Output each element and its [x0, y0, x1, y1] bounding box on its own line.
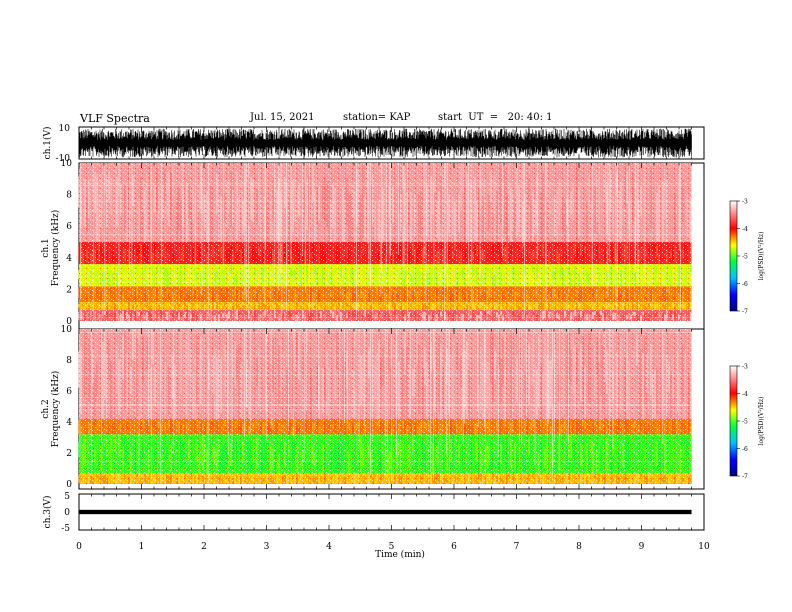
ch3-ytick-mid: 0 [64, 508, 70, 518]
time-tick-label: 9 [639, 542, 645, 552]
axis-ticks [78, 127, 705, 159]
time-tick-label: 2 [201, 542, 207, 552]
ch3-waveform-ticks [78, 494, 705, 530]
ch2-spectrogram-ticks [78, 329, 705, 489]
ch1-spectrogram-image [78, 163, 692, 321]
ch3-waveform-panel: 5 0 -5 ch.3(V) 0 1 2 3 4 5 6 7 8 9 10 Time (min) [42, 492, 710, 560]
frequency-tick-label: 10 [61, 325, 73, 335]
start-time-label: start UT = 20: 40: 1 [438, 112, 553, 123]
time-axis-tick-labels: 0 1 2 3 4 5 6 7 8 9 10 [76, 542, 710, 552]
ch1-ylabel: ch.1(V) [42, 127, 53, 160]
colorbar-tick-label: -7 [742, 309, 748, 316]
ch1-waveform-ticks [78, 127, 705, 159]
time-tick-label: 5 [389, 542, 395, 552]
ch1-channel-label: ch.1 [41, 238, 51, 257]
ch1-colorbar: -3 -4 -5 -6 -7 log(PSD)(V²/Hz) [729, 199, 765, 316]
ch1-waveform-panel: 10 -10 ch.1(V) [42, 124, 705, 164]
frequency-tick-label: 0 [66, 317, 72, 327]
time-axis-label: Time (min) [375, 549, 425, 560]
ch3-ytick-bottom: -5 [61, 524, 70, 534]
axis-ticks [78, 329, 705, 489]
colorbar-tick-label: -6 [742, 281, 748, 288]
spectrogram-horizontal-lines [79, 332, 692, 462]
chart-title: VLF Spectra [80, 112, 150, 125]
ch3-waveform-band [79, 509, 692, 515]
station-label: station= KAP [343, 112, 411, 123]
spectrogram-white-streaks [79, 329, 679, 484]
frequency-tick-label: 10 [61, 159, 73, 169]
ch1-waveform-trace [78, 128, 692, 158]
colorbar-tick-label: -3 [742, 199, 748, 206]
ch3-ytick-top: 5 [64, 492, 70, 502]
ch2-spectrogram-image [78, 329, 692, 484]
ch2-channel-label: ch.2 [41, 399, 51, 418]
ch1-colorbar-gradient [729, 200, 738, 312]
ch2-spectrogram-ytick-labels: 0 2 4 6 8 10 [61, 325, 73, 490]
spectrogram-horizontal-lines [79, 183, 692, 319]
colorbar-tick-label: -3 [742, 364, 748, 371]
ch2-colorbar: -3 -4 -5 -6 -7 log(PSD)(V²/Hz) [729, 364, 765, 481]
ch1-colorbar-label: log(PSD)(V²/Hz) [758, 232, 765, 281]
time-tick-label: 8 [576, 542, 582, 552]
spectrogram-grain [79, 329, 692, 484]
time-tick-label: 7 [514, 542, 520, 552]
ch1-spectrogram-ytick-labels: 0 2 4 6 8 10 [61, 159, 73, 327]
time-tick-label: 10 [698, 542, 710, 552]
colorbar-tick-label: -5 [742, 254, 748, 261]
time-tick-label: 1 [139, 542, 145, 552]
axis-ticks [78, 494, 705, 530]
ch1-frequency-label: Frequency (kHz) [50, 210, 61, 287]
ch2-frequency-label: Frequency (kHz) [50, 371, 61, 448]
ch2-spectrogram-panel: 0 2 4 6 8 10 ch.2 Frequency (kHz) [41, 325, 705, 490]
colorbar-tick-label: -4 [742, 391, 748, 398]
ch1-ytick-bottom: -10 [56, 154, 71, 164]
colorbar-tick-label: -5 [742, 419, 748, 426]
colorbar-tick-label: -7 [742, 474, 748, 481]
ch3-waveform-trace [79, 509, 692, 515]
ch2-colorbar-ticks: -3 -4 -5 -6 -7 [737, 364, 748, 481]
frequency-tick-label: 0 [66, 480, 72, 490]
spectrogram-grain [79, 163, 692, 321]
frequency-tick-label: 2 [66, 449, 72, 459]
ch1-spectrogram-panel: 0 2 4 6 8 10 ch.1 Frequency (kHz) [41, 159, 705, 334]
colorbar-tick-label: -4 [742, 226, 748, 233]
frequency-tick-label: 6 [66, 222, 72, 232]
date-label: Jul. 15, 2021 [250, 112, 315, 123]
frequency-tick-label: 8 [66, 191, 72, 201]
time-tick-label: 3 [264, 542, 270, 552]
frequency-tick-label: 2 [66, 285, 72, 295]
ch3-ylabel: ch.3(V) [42, 496, 53, 529]
time-tick-label: 6 [451, 542, 457, 552]
ch1-waveform-line [78, 128, 692, 158]
colorbar-tick-label: -6 [742, 446, 748, 453]
ch1-colorbar-ticks: -3 -4 -5 -6 -7 [737, 199, 748, 316]
time-tick-label: 4 [326, 542, 332, 552]
ch2-colorbar-gradient [729, 365, 738, 477]
frequency-tick-label: 6 [66, 387, 72, 397]
ch2-colorbar-label: log(PSD)(V²/Hz) [758, 397, 765, 446]
frequency-tick-label: 8 [66, 356, 72, 366]
frequency-tick-label: 4 [66, 418, 72, 428]
ch1-ytick-top: 10 [59, 124, 71, 134]
frequency-tick-label: 4 [66, 254, 72, 264]
time-tick-label: 0 [76, 542, 82, 552]
